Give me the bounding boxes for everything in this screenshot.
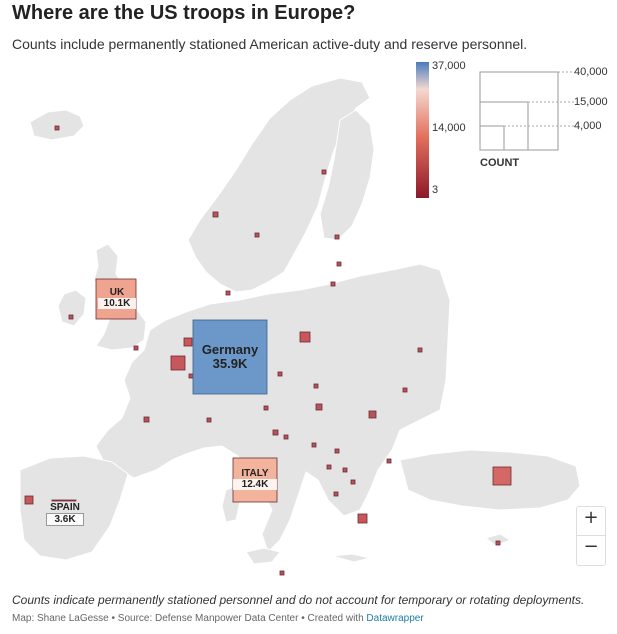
marker-bosnia — [311, 442, 317, 448]
size-label-15000: 15,000 — [574, 96, 608, 108]
marker-hungary — [315, 403, 323, 411]
marker-romania — [368, 410, 377, 419]
credit-text: Map: Shane LaGesse • Source: Defense Man… — [12, 613, 364, 624]
marker-estonia — [334, 234, 340, 240]
zoom-controls: + − — [576, 506, 606, 566]
marker-spain — [51, 499, 77, 502]
marker-portugal — [24, 495, 34, 505]
marker-bulgaria — [386, 458, 392, 464]
marker-serbia — [334, 448, 340, 454]
zoom-out-button[interactable]: − — [577, 535, 605, 564]
marker-poland — [299, 331, 311, 343]
marker-uk — [95, 278, 137, 320]
marker-switzerland — [206, 417, 212, 423]
credit-line: Map: Shane LaGesse • Source: Defense Man… — [12, 613, 424, 624]
marker-ireland — [68, 314, 74, 320]
marker-belgium — [170, 355, 186, 371]
marker-iceland — [54, 125, 60, 131]
size-label-40000: 40,000 — [574, 66, 608, 78]
marker-luxembourg — [188, 373, 194, 379]
land-iceland — [29, 109, 85, 141]
land-ireland — [57, 289, 87, 327]
land-turkey — [399, 449, 581, 511]
land-masses — [19, 77, 581, 565]
marker-latvia — [336, 261, 342, 267]
color-tick-max: 37,000 — [432, 60, 466, 72]
marker-netherlands — [183, 337, 193, 347]
marker-greece — [357, 513, 368, 524]
marker-austria — [263, 405, 269, 411]
marker-france — [143, 416, 150, 423]
land-sicily — [245, 547, 281, 565]
marker-lithuania — [330, 281, 336, 287]
marker-belarus — [417, 347, 423, 353]
marker-sweden — [254, 232, 260, 238]
zoom-in-button[interactable]: + — [583, 507, 599, 528]
marker-malta — [279, 570, 285, 576]
marker-italy — [232, 457, 278, 503]
color-gradient-bar — [416, 62, 429, 198]
marker-kosovo — [342, 467, 348, 473]
size-legend: 40,000 15,000 4,000 COUNT — [478, 66, 613, 170]
marker-czechia — [277, 371, 283, 377]
marker-montenegro — [326, 464, 332, 470]
size-legend-title: COUNT — [480, 157, 520, 169]
marker-slovenia — [272, 429, 279, 436]
marker-scotland-north — [133, 345, 139, 351]
size-legend-squares — [479, 71, 574, 151]
datawrapper-link[interactable]: Datawrapper — [366, 613, 424, 624]
chart-subtitle: Counts include permanently stationed Ame… — [12, 36, 528, 52]
marker-macedonia — [350, 479, 356, 485]
land-continent — [95, 263, 451, 553]
chart-title: Where are the US troops in Europe? — [12, 2, 356, 24]
land-iberia — [19, 455, 129, 561]
marker-denmark — [225, 290, 231, 296]
europe-map[interactable] — [0, 56, 617, 586]
footnote: Counts indicate permanently stationed pe… — [12, 593, 585, 607]
land-cyprus — [484, 533, 512, 547]
marker-finland — [321, 169, 327, 175]
color-tick-mid: 14,000 — [432, 122, 466, 134]
marker-germany — [192, 319, 268, 395]
color-tick-min: 3 — [432, 184, 439, 196]
marker-croatia — [283, 434, 289, 440]
marker-norway — [212, 211, 219, 218]
marker-slovakia — [313, 383, 319, 389]
marker-ukraine — [402, 387, 408, 393]
land-crete — [331, 553, 371, 563]
marker-turkey — [492, 466, 512, 486]
marker-albania — [333, 491, 339, 497]
size-label-4000: 4,000 — [574, 120, 602, 132]
land-finland — [319, 109, 375, 241]
marker-cyprus — [495, 540, 501, 546]
